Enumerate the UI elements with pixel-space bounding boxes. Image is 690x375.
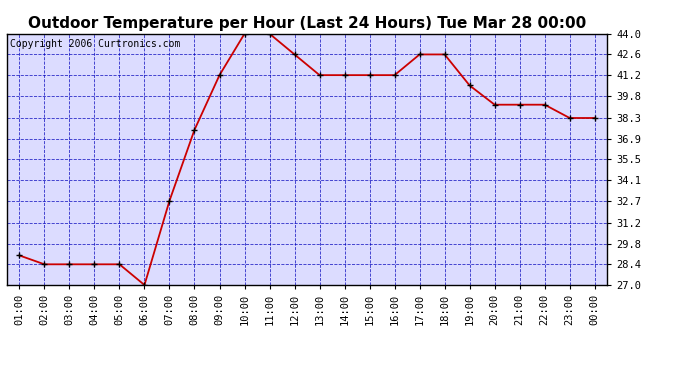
Text: Copyright 2006 Curtronics.com: Copyright 2006 Curtronics.com xyxy=(10,39,180,49)
Title: Outdoor Temperature per Hour (Last 24 Hours) Tue Mar 28 00:00: Outdoor Temperature per Hour (Last 24 Ho… xyxy=(28,16,586,31)
